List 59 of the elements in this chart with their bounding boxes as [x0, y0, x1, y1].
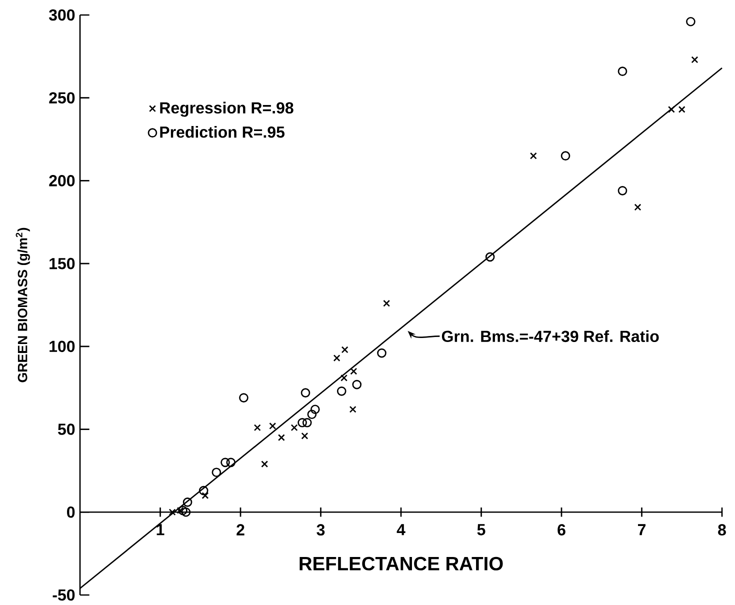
point	[350, 368, 358, 375]
point	[530, 152, 537, 160]
point	[618, 186, 628, 196]
point	[691, 56, 698, 64]
point	[198, 486, 208, 496]
point	[336, 386, 346, 396]
point	[302, 418, 312, 428]
point	[300, 388, 310, 398]
point	[310, 404, 320, 414]
point	[485, 252, 495, 262]
point	[226, 458, 236, 468]
point	[340, 374, 348, 382]
x-tick-label: 8	[718, 524, 726, 536]
point	[560, 151, 570, 161]
point	[212, 468, 222, 478]
point	[301, 432, 308, 440]
x-tick-label: 3	[316, 524, 325, 536]
point	[182, 498, 192, 507]
y-tick-label: 200	[49, 175, 75, 186]
annotation: Grn. Bms.=-47+39 Ref. Ratio	[442, 330, 659, 342]
y-tick-label: 100	[50, 340, 75, 352]
legend-label: Regression R=.98	[160, 102, 294, 117]
x-axis-title: REFLECTANCE RATIO	[300, 556, 503, 570]
point	[298, 418, 307, 428]
point	[202, 492, 209, 500]
y-tick-label: 150	[50, 258, 75, 270]
x-tick-label: 6	[558, 524, 566, 536]
x-tick-label: 1	[156, 524, 164, 536]
x-tick-label: 2	[236, 524, 244, 536]
point	[618, 66, 628, 76]
point	[220, 458, 230, 468]
point	[352, 380, 362, 390]
point	[668, 106, 675, 113]
point	[254, 424, 261, 432]
point	[307, 410, 317, 420]
point	[333, 354, 340, 362]
point	[383, 300, 390, 307]
y-tick-label: 300	[48, 9, 75, 21]
y-tick-label: 0	[67, 506, 75, 518]
x-tick-label: 5	[477, 524, 486, 536]
legend-label: Prediction R=.95	[160, 126, 284, 138]
point	[261, 460, 268, 468]
point	[634, 204, 642, 211]
point	[686, 16, 696, 26]
point	[278, 434, 285, 442]
y-tick-label: -50	[52, 589, 75, 601]
point	[239, 393, 248, 402]
x-tick-label: 7	[638, 524, 646, 536]
point	[349, 406, 356, 413]
y-axis-title: GREEN BIOMASS (g/m$^{2}$)	[16, 228, 30, 382]
point	[269, 422, 276, 430]
x-tick-label: 4	[396, 524, 406, 536]
y-tick-label: 50	[58, 424, 75, 435]
point	[377, 348, 386, 358]
y-tick-label: 250	[49, 92, 75, 104]
point	[290, 424, 298, 432]
point	[678, 106, 686, 113]
point	[181, 507, 191, 517]
point	[341, 346, 348, 354]
